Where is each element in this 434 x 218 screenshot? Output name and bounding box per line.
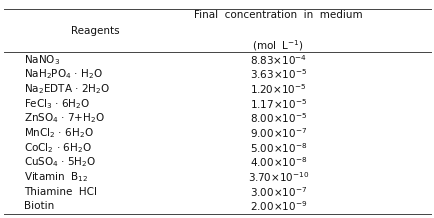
Text: 2.00×10$^{-9}$: 2.00×10$^{-9}$ [249,199,306,213]
Text: Final  concentration  in  medium: Final concentration in medium [194,10,362,20]
Text: Vitamin  B$_{12}$: Vitamin B$_{12}$ [24,170,88,184]
Text: 4.00×10$^{-8}$: 4.00×10$^{-8}$ [249,155,306,169]
Text: 3.00×10$^{-7}$: 3.00×10$^{-7}$ [249,185,306,199]
Text: 1.17×10$^{-5}$: 1.17×10$^{-5}$ [249,97,306,111]
Text: Biotin: Biotin [24,201,54,211]
Text: 8.83×10$^{-4}$: 8.83×10$^{-4}$ [249,53,306,66]
Text: 3.70×10$^{-10}$: 3.70×10$^{-10}$ [247,170,308,184]
Text: 8.00×10$^{-5}$: 8.00×10$^{-5}$ [249,111,306,125]
Text: 3.63×10$^{-5}$: 3.63×10$^{-5}$ [249,67,306,81]
Text: CoCl$_2$ · 6H$_2$O: CoCl$_2$ · 6H$_2$O [24,141,92,155]
Text: 5.00×10$^{-8}$: 5.00×10$^{-8}$ [249,141,306,155]
Text: FeCl$_3$ · 6H$_2$O: FeCl$_3$ · 6H$_2$O [24,97,90,111]
Text: ZnSO$_4$ · 7+H$_2$O: ZnSO$_4$ · 7+H$_2$O [24,111,105,125]
Text: MnCl$_2$ · 6H$_2$O: MnCl$_2$ · 6H$_2$O [24,126,93,140]
Text: (mol  L$^{-1}$): (mol L$^{-1}$) [252,38,304,53]
Text: CuSO$_4$ · 5H$_2$O: CuSO$_4$ · 5H$_2$O [24,155,96,169]
Text: Na$_2$EDTA · 2H$_2$O: Na$_2$EDTA · 2H$_2$O [24,82,110,96]
Text: Reagents: Reagents [71,26,120,36]
Text: Thiamine  HCl: Thiamine HCl [24,187,97,197]
Text: 1.20×10$^{-5}$: 1.20×10$^{-5}$ [250,82,306,96]
Text: 9.00×10$^{-7}$: 9.00×10$^{-7}$ [249,126,306,140]
Text: NaH$_2$PO$_4$ · H$_2$O: NaH$_2$PO$_4$ · H$_2$O [24,67,102,81]
Text: NaNO$_3$: NaNO$_3$ [24,53,60,66]
